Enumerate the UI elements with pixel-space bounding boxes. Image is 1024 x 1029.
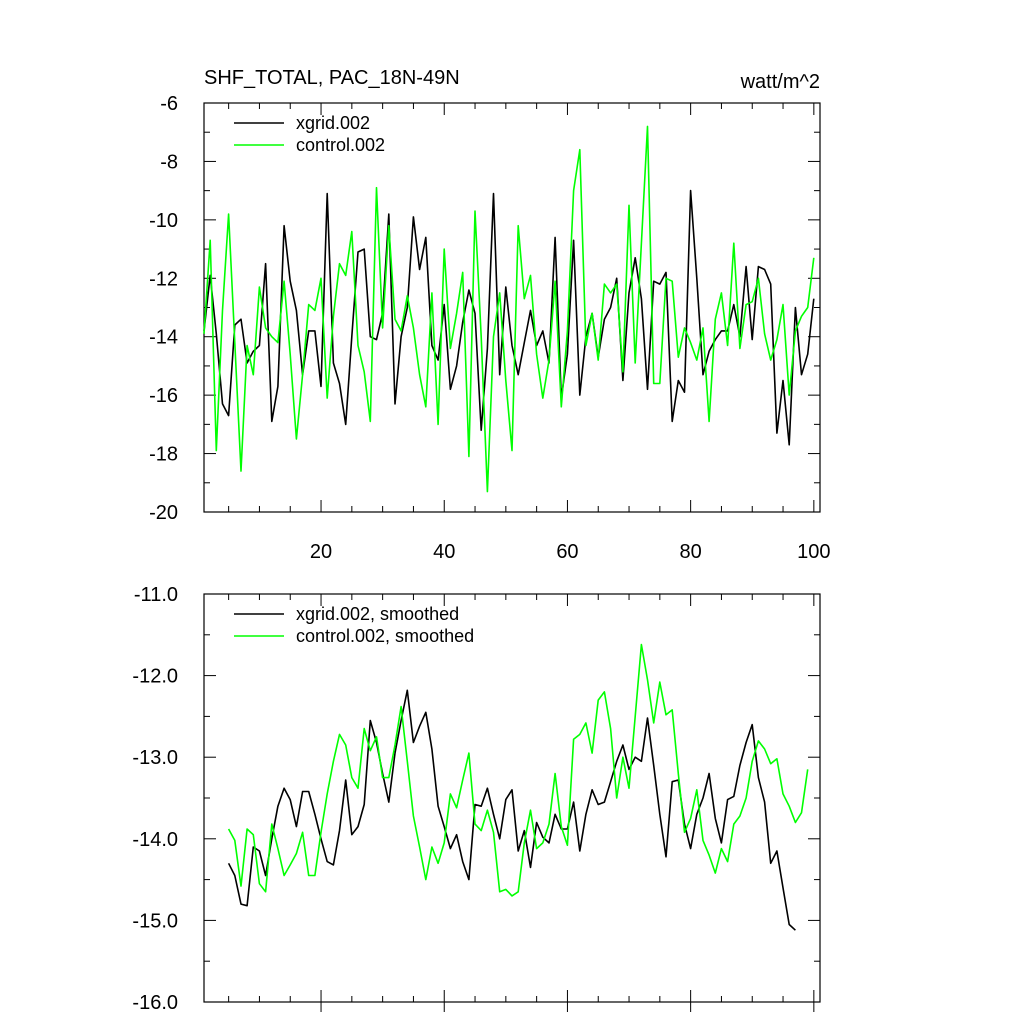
top-x-tick-label: 60 <box>556 541 578 563</box>
top-chart-panel: 20 40 60 80 100 -20 -18 -16 -14 -12 -10 -8 -6 xgrid.0… <box>149 93 830 563</box>
top-y-tick-label: -10 <box>149 210 178 232</box>
bottom-y-tick-label: -14.0 <box>132 829 178 851</box>
bottom-y-tick-label: -12.0 <box>132 666 178 688</box>
bottom-y-tick-label: -15.0 <box>132 910 178 932</box>
top-x-tick-label: 80 <box>680 541 702 563</box>
top-x-tick-label: 40 <box>433 541 455 563</box>
chart-title: SHF_TOTAL, PAC_18N-49N <box>204 67 460 89</box>
top-y-tick-label: -18 <box>149 444 178 466</box>
top-y-tick-label: -16 <box>149 385 178 407</box>
top-legend-label: xgrid.002 <box>296 113 370 133</box>
bottom-y-tick-label: -16.0 <box>132 992 178 1014</box>
top-x-tick-label: 20 <box>310 541 332 563</box>
units-label: watt/m^2 <box>740 71 820 93</box>
bottom-y-tick-label: -13.0 <box>132 747 178 769</box>
top-y-tick-label: -6 <box>160 93 178 115</box>
bottom-legend-label: control.002, smoothed <box>296 626 474 646</box>
bottom-legend-label: xgrid.002, smoothed <box>296 604 459 624</box>
top-series-line-xgrid <box>203 189 815 446</box>
top-y-tick-label: -20 <box>149 502 178 524</box>
bottom-series-line-xgrid <box>227 689 796 931</box>
top-y-tick-label: -14 <box>149 327 178 349</box>
top-legend-label: control.002 <box>296 135 385 155</box>
bottom-y-tick-label: -11.0 <box>134 584 178 606</box>
top-y-tick-label: -12 <box>149 268 178 290</box>
top-x-tick-label: 100 <box>797 541 830 563</box>
top-y-tick-label: -8 <box>160 151 178 173</box>
bottom-series-line-control <box>227 643 809 897</box>
bottom-chart-panel: -16.0 -15.0 -14.0 -13.0 -12.0 -11.0 xgrid.002,… <box>132 584 821 1014</box>
top-series-line-control <box>203 125 815 493</box>
